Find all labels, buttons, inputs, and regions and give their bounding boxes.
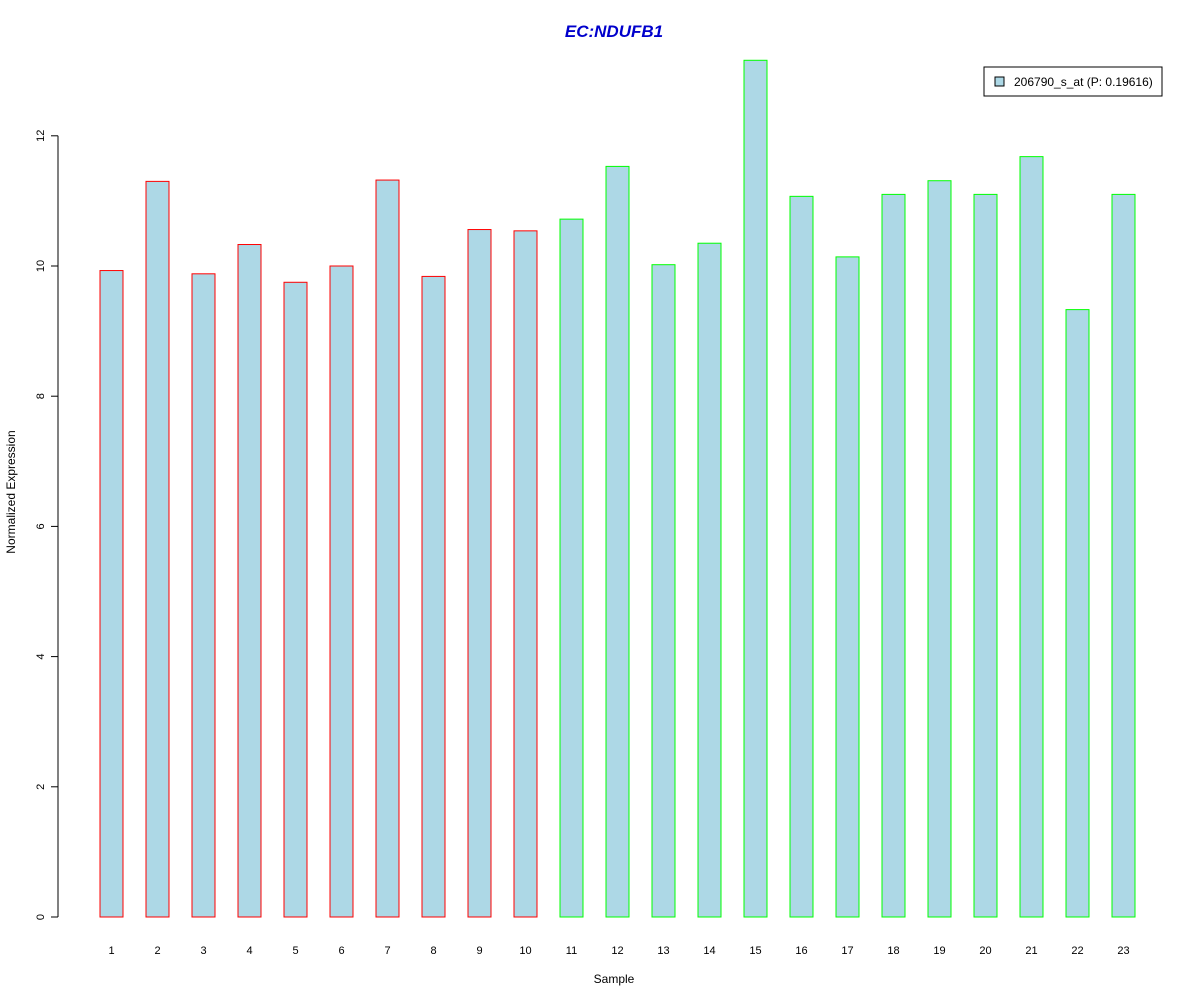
x-tick-label: 21 <box>1025 945 1037 957</box>
x-tick-label: 8 <box>430 945 436 957</box>
x-tick-label: 2 <box>154 945 160 957</box>
y-axis: 0 2 4 6 8 10 12 <box>35 130 59 920</box>
bar <box>467 229 492 918</box>
bar <box>789 195 814 918</box>
y-tick-label: 8 <box>35 393 47 399</box>
x-tick-label: 13 <box>657 945 669 957</box>
bar <box>1065 309 1090 918</box>
x-tick-label: 10 <box>519 945 531 957</box>
y-tick-label: 2 <box>35 784 47 790</box>
x-axis-tick-labels: 1 2 3 4 5 6 7 8 9 10 11 12 13 14 15 16 17 18 19 20 21 22 23 <box>108 945 1129 957</box>
bar <box>605 165 630 918</box>
x-tick-label: 14 <box>703 945 715 957</box>
bar <box>375 179 400 918</box>
bar <box>283 281 308 918</box>
legend-swatch <box>994 76 1005 87</box>
bar <box>329 265 354 918</box>
x-tick-label: 23 <box>1117 945 1129 957</box>
bar <box>421 275 446 918</box>
bar <box>881 193 906 918</box>
x-tick-label: 15 <box>749 945 761 957</box>
x-tick-label: 19 <box>933 945 945 957</box>
x-tick-label: 17 <box>841 945 853 957</box>
legend: 206790_s_at (P: 0.19616) <box>983 66 1163 97</box>
x-tick-label: 7 <box>384 945 390 957</box>
y-tick-label: 0 <box>35 914 47 920</box>
bar <box>99 270 124 918</box>
x-axis-label: Sample <box>594 972 635 986</box>
bar <box>835 256 860 918</box>
bar <box>743 59 768 918</box>
legend-box <box>983 66 1163 97</box>
bar <box>973 193 998 918</box>
bar <box>651 264 676 918</box>
bar <box>237 244 262 918</box>
bars <box>99 59 1136 918</box>
y-tick-label: 4 <box>35 654 47 660</box>
bar <box>927 180 952 918</box>
y-tick-label: 12 <box>35 130 47 142</box>
x-tick-label: 12 <box>611 945 623 957</box>
legend-entry: 206790_s_at (P: 0.19616) <box>1014 75 1153 89</box>
bar <box>1111 193 1136 918</box>
x-tick-label: 3 <box>200 945 206 957</box>
x-tick-label: 6 <box>338 945 344 957</box>
y-axis-label: Normalized Expression <box>4 430 18 553</box>
x-tick-label: 11 <box>566 945 577 957</box>
x-tick-label: 18 <box>887 945 899 957</box>
x-tick-label: 16 <box>795 945 807 957</box>
y-tick-label: 10 <box>35 260 47 272</box>
x-tick-label: 22 <box>1071 945 1083 957</box>
bar <box>559 218 584 918</box>
x-tick-label: 9 <box>476 945 482 957</box>
x-tick-label: 20 <box>979 945 991 957</box>
x-tick-label: 5 <box>292 945 298 957</box>
bar <box>145 180 170 918</box>
chart-title: EC:NDUFB1 <box>565 22 663 41</box>
x-tick-label: 1 <box>108 945 114 957</box>
bar <box>1019 156 1044 918</box>
y-tick-label: 6 <box>35 523 47 529</box>
bar <box>513 230 538 918</box>
bar <box>697 242 722 918</box>
x-tick-label: 4 <box>246 945 252 957</box>
bar <box>191 273 216 918</box>
